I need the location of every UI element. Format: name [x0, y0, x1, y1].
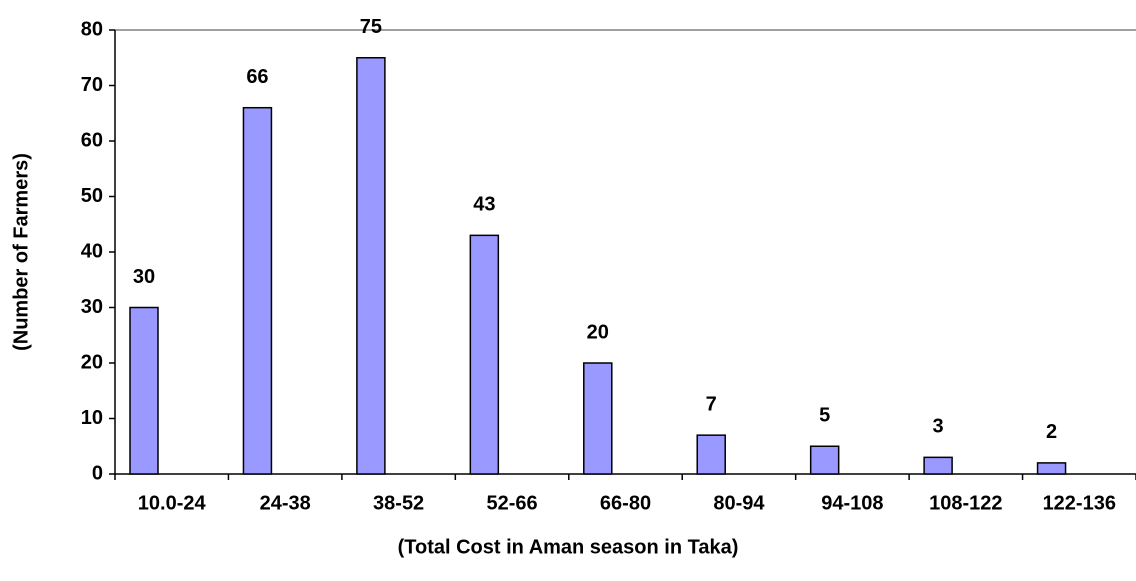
- data-label: 3: [933, 416, 944, 438]
- bar: [696, 434, 726, 475]
- y-axis-title: (Number of Farmers): [10, 153, 32, 351]
- x-tick-label: 108-122: [929, 492, 1002, 514]
- bar: [809, 445, 840, 475]
- y-tick-label: 40: [81, 240, 103, 262]
- y-tick-label: 20: [81, 351, 103, 373]
- bar: [1036, 462, 1067, 475]
- x-tick-label: 38-52: [373, 492, 424, 514]
- y-tick-label: 30: [81, 296, 103, 318]
- data-label: 75: [360, 16, 382, 38]
- bar: [469, 234, 500, 475]
- x-tick-label: 66-80: [600, 492, 651, 514]
- x-tick-label: 80-94: [713, 492, 765, 514]
- data-label: 20: [587, 321, 609, 343]
- bar: [583, 362, 613, 475]
- x-tick-label: 10.0-24: [138, 492, 207, 514]
- bar: [356, 57, 386, 475]
- data-label: 30: [133, 266, 155, 288]
- x-tick-label: 52-66: [486, 492, 537, 514]
- y-tick-label: 0: [92, 462, 103, 484]
- x-tick-label: 24-38: [260, 492, 311, 514]
- bar: [129, 306, 159, 475]
- data-label: 5: [819, 405, 830, 427]
- y-tick-label: 50: [81, 185, 103, 207]
- y-tick-label: 80: [81, 18, 103, 40]
- data-label: 2: [1046, 421, 1057, 443]
- bar: [242, 106, 273, 475]
- data-label: 66: [246, 66, 268, 88]
- data-label: 7: [706, 393, 717, 415]
- x-tick-label: 122-136: [1043, 492, 1116, 514]
- y-tick-label: 10: [81, 407, 103, 429]
- y-tick-label: 60: [81, 129, 103, 151]
- bar: [923, 456, 953, 475]
- x-tick-label: 94-108: [821, 492, 883, 514]
- data-label: 43: [473, 194, 495, 216]
- x-axis-title: (Total Cost in Aman season in Taka): [398, 536, 739, 558]
- y-tick-label: 70: [81, 74, 103, 96]
